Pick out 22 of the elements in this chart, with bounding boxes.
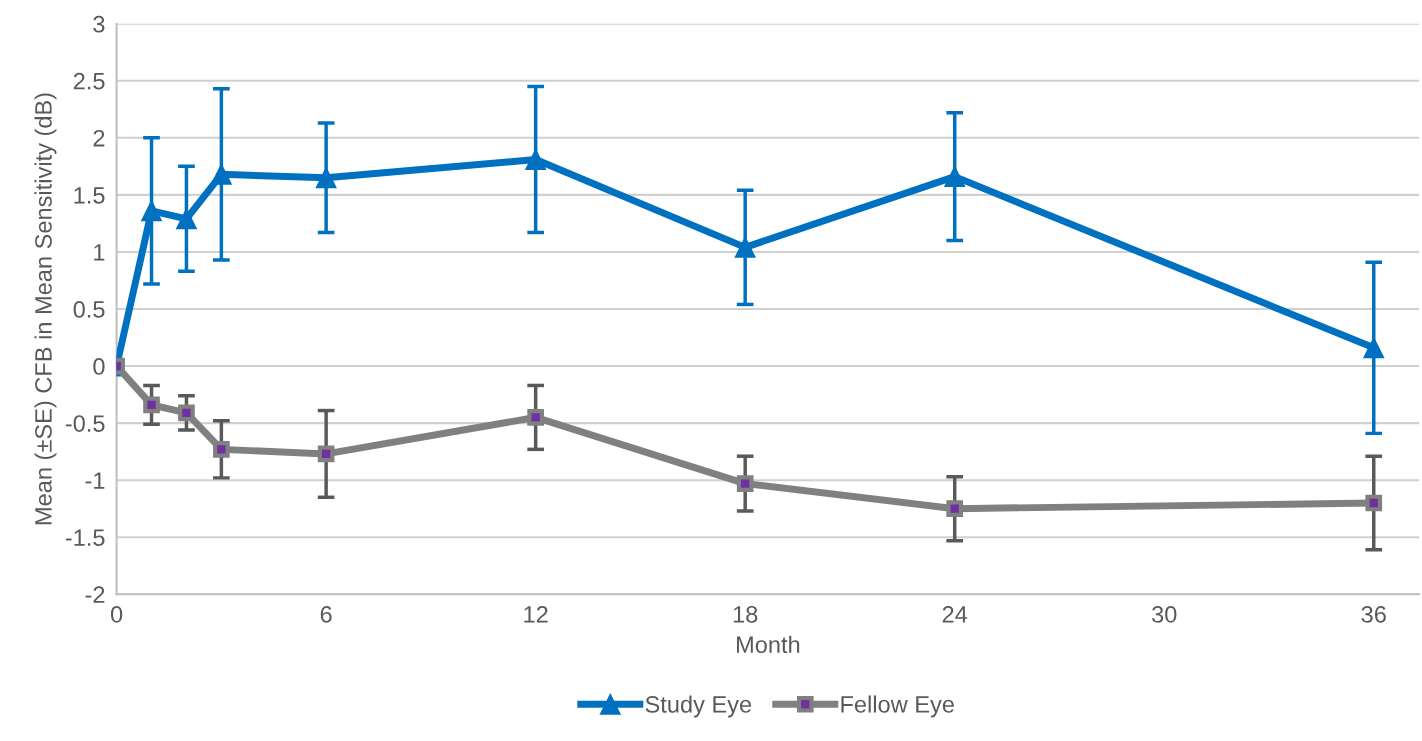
y-tick-label: 1.5 [74, 187, 105, 204]
y-tick-label: 2.5 [73, 72, 105, 90]
y-tick-label: 0.5 [73, 301, 105, 318]
legend-label: Study Eye [645, 695, 752, 718]
legend-label: Fellow Eye [841, 695, 954, 718]
x-tick-label: 6 [320, 606, 332, 623]
y-tick-label: -2 [85, 586, 105, 603]
y-tick-label: -1 [85, 472, 105, 489]
y-tick-label: 3 [93, 15, 105, 33]
x-tick-label: 18 [733, 606, 758, 623]
y-tick-label: 1 [94, 244, 105, 261]
x-tick-label: 36 [1361, 606, 1386, 623]
x-tick-label: 0 [110, 606, 123, 623]
x-tick-label: 24 [942, 606, 968, 623]
y-tick-label: 2 [93, 129, 105, 147]
y-tick-label: -1.5 [65, 529, 105, 547]
x-tick-label: 12 [524, 606, 548, 623]
x-axis-title: Month [737, 635, 800, 654]
x-tick-label: 30 [1152, 606, 1177, 623]
y-axis-title: Mean (±SE) CFB in Mean Sensitivity (dB) [34, 93, 57, 525]
y-tick-label: -0.5 [65, 415, 105, 432]
y-tick-label: 0 [93, 358, 105, 375]
